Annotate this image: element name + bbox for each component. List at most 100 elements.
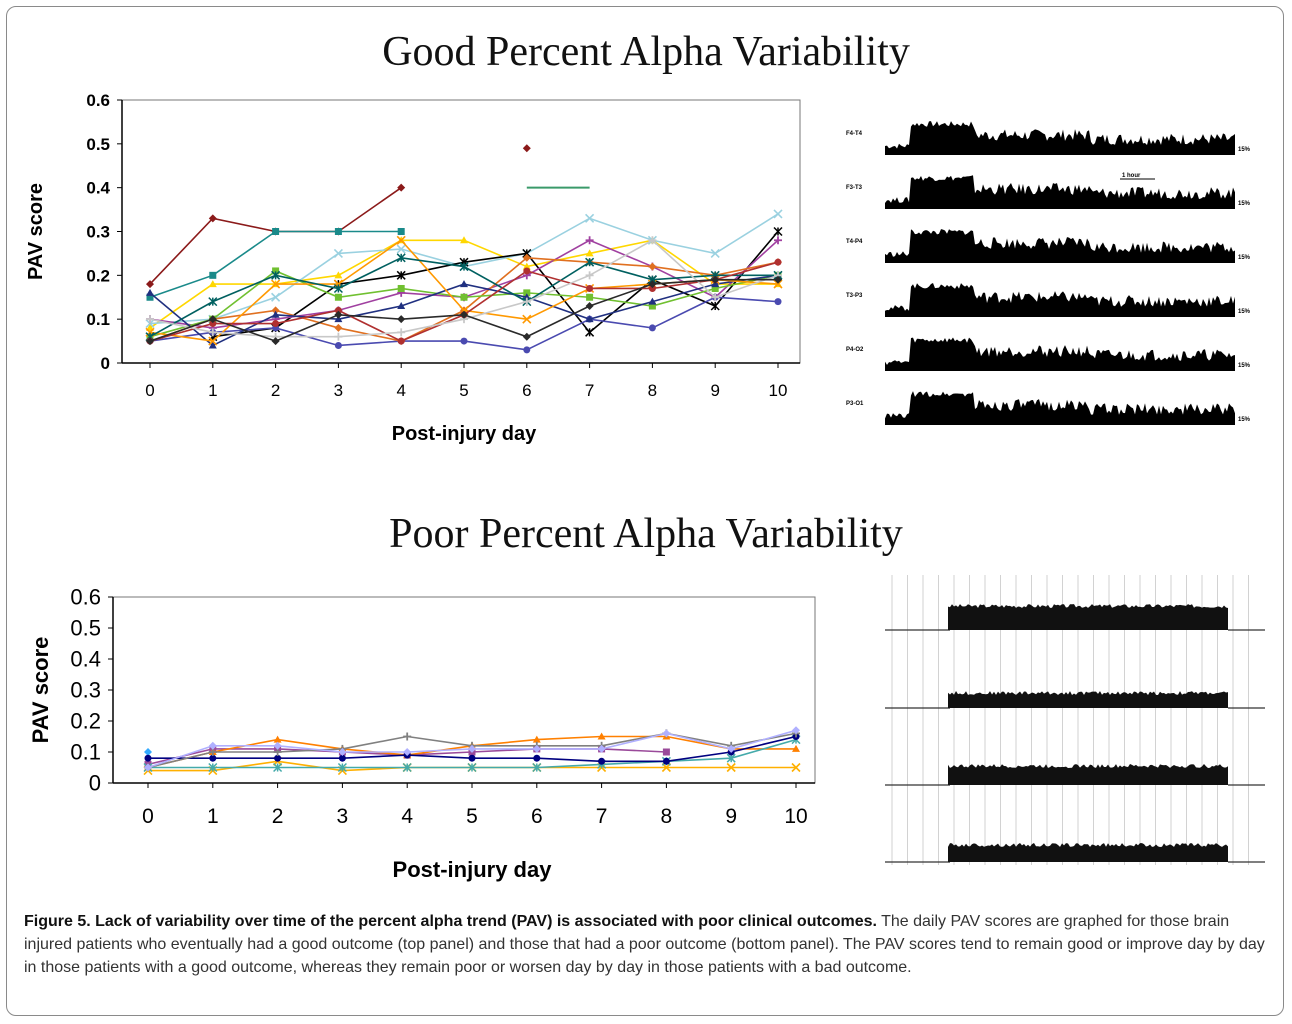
- data-point: [460, 236, 468, 244]
- series-line: [149, 239, 779, 342]
- data-point: [273, 735, 282, 743]
- data-point: [648, 324, 656, 332]
- eeg-trace: [885, 283, 1235, 317]
- data-point: [209, 320, 217, 328]
- x-tick-label: 2: [272, 805, 284, 828]
- data-point: [522, 332, 531, 341]
- data-point: [468, 744, 476, 753]
- series-line: [149, 230, 402, 299]
- x-tick-label: 1: [208, 381, 217, 400]
- y-tick-label: 0.2: [86, 266, 110, 285]
- data-point: [402, 762, 412, 773]
- data-point: [208, 214, 217, 223]
- data-point: [523, 289, 531, 297]
- data-point: [533, 754, 541, 762]
- data-point: [396, 235, 406, 245]
- eeg-scale-right: 15%: [1238, 255, 1251, 261]
- data-point: [397, 228, 405, 235]
- y-tick-label: 0.1: [70, 740, 101, 765]
- data-point: [467, 762, 477, 773]
- data-point: [460, 310, 468, 319]
- data-point: [648, 236, 657, 245]
- eeg-scale-right: 15%: [1238, 309, 1251, 315]
- x-tick-label: 6: [531, 805, 543, 828]
- data-point: [774, 298, 782, 306]
- data-point: [397, 284, 405, 292]
- x-tick-label: 1: [207, 805, 219, 828]
- data-point: [334, 271, 343, 279]
- data-point: [208, 328, 217, 337]
- data-point: [334, 323, 343, 332]
- data-point: [334, 341, 342, 349]
- data-point: [726, 762, 736, 773]
- x-tick-label: 9: [710, 381, 719, 400]
- x-tick-label: 3: [334, 381, 343, 400]
- figure-caption: Figure 5. Lack of variability over time …: [24, 910, 1269, 979]
- eeg-trace-good: F4-T4 15% F3-T3 15% T4-P4 15% T3-P3 15% P4-O2 15%…: [840, 95, 1280, 435]
- data-point: [334, 306, 342, 314]
- y-tick-label: 0.6: [86, 91, 110, 110]
- y-tick-label: 0.2: [70, 709, 101, 734]
- data-point: [648, 297, 657, 305]
- data-point: [145, 318, 155, 329]
- data-point: [773, 209, 783, 219]
- data-point: [711, 275, 720, 284]
- x-tick-label: 7: [596, 805, 608, 828]
- data-point: [272, 228, 280, 235]
- x-tick-label: 10: [784, 805, 807, 828]
- data-point: [146, 337, 154, 346]
- eeg-time-scale: 1 hour: [1122, 173, 1141, 179]
- data-point: [144, 754, 152, 762]
- data-point: [597, 732, 606, 740]
- data-point: [334, 228, 342, 235]
- data-point: [338, 754, 346, 762]
- data-point: [208, 336, 218, 346]
- data-point: [337, 762, 347, 773]
- data-point: [468, 754, 476, 762]
- data-point: [208, 280, 217, 288]
- data-point: [522, 314, 532, 324]
- data-point: [397, 328, 406, 337]
- y-tick-label: 0.5: [86, 135, 110, 154]
- data-point: [598, 757, 606, 765]
- eeg-scale-right: 15%: [1238, 147, 1251, 153]
- data-point: [662, 729, 671, 738]
- data-point: [272, 320, 280, 328]
- data-point: [274, 754, 282, 762]
- data-point: [711, 293, 720, 302]
- eeg-scale-right: 15%: [1238, 363, 1251, 369]
- data-point: [585, 249, 594, 257]
- data-point: [208, 741, 217, 750]
- x-tick-label: 0: [142, 805, 154, 828]
- y-axis-label: PAV score: [25, 183, 47, 280]
- data-point: [585, 213, 595, 223]
- caption-title: Figure 5. Lack of variability over time …: [24, 913, 877, 930]
- data-point: [146, 293, 154, 301]
- data-point: [338, 748, 347, 756]
- data-point: [397, 315, 406, 324]
- data-point: [585, 302, 594, 311]
- data-point: [208, 341, 217, 349]
- data-point: [403, 732, 412, 741]
- data-point: [791, 762, 801, 773]
- data-point: [773, 226, 783, 237]
- data-point: [662, 757, 670, 765]
- figure-frame: [6, 6, 1284, 1016]
- x-axis-label: Post-injury day: [392, 423, 537, 445]
- data-point: [146, 288, 154, 296]
- data-point: [271, 270, 281, 280]
- good-pav-chart: 0 0.1 0.2 0.3 0.4 0.5 0.6 0 1 2 3 4 5 6 7 8 9 10 Post-inju…: [25, 91, 801, 445]
- data-point: [146, 323, 154, 331]
- data-point: [727, 744, 736, 753]
- data-point: [648, 262, 657, 271]
- eeg-channel-label: T3-P3: [846, 293, 863, 299]
- y-axis-label: PAV score: [28, 637, 53, 744]
- y-tick-label: 0.5: [70, 616, 101, 641]
- data-point: [585, 257, 595, 267]
- data-point: [523, 267, 531, 275]
- y-tick-label: 0.4: [70, 647, 101, 672]
- data-point: [586, 293, 594, 301]
- data-point: [585, 271, 594, 280]
- data-point: [334, 310, 343, 319]
- data-point: [586, 284, 594, 292]
